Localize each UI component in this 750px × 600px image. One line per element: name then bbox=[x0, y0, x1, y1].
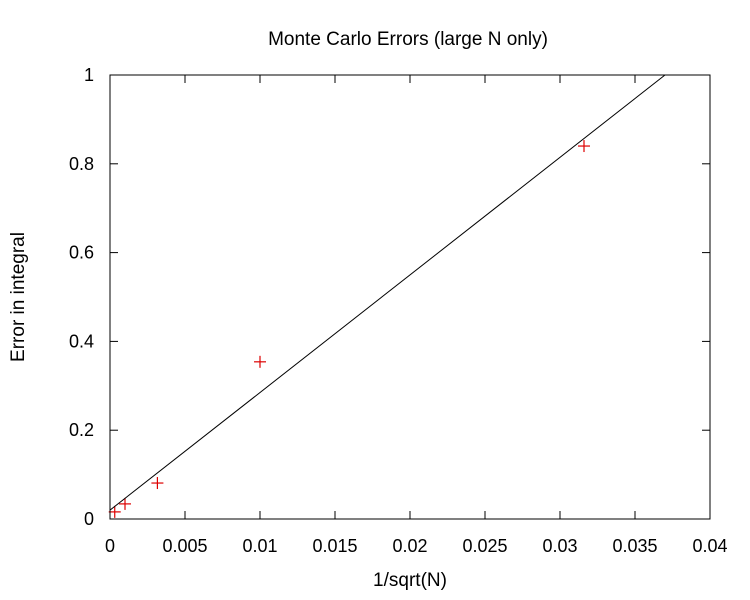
data-point bbox=[108, 505, 121, 518]
data-point bbox=[578, 140, 590, 153]
data-point bbox=[119, 497, 131, 510]
y-tick-label: 0 bbox=[84, 509, 94, 529]
x-tick-label: 0.03 bbox=[542, 536, 577, 556]
chart-title: Monte Carlo Errors (large N only) bbox=[268, 29, 548, 50]
y-tick-label: 0.4 bbox=[69, 331, 94, 351]
data-point bbox=[151, 477, 164, 490]
x-tick-label: 0.015 bbox=[312, 536, 357, 556]
y-tick-label: 1 bbox=[84, 65, 94, 85]
y-tick-label: 0.2 bbox=[69, 420, 94, 440]
data-point bbox=[254, 355, 266, 368]
x-axis-label: 1/sqrt(N) bbox=[373, 570, 447, 591]
y-tick-label: 0.8 bbox=[69, 154, 94, 174]
ticks: 0 0.005 0.01 0.015 0.02 0.025 0.03 0.035 0.04 0 0.… bbox=[69, 65, 728, 556]
y-axis-label: Error in integral bbox=[8, 232, 29, 362]
x-tick-label: 0.025 bbox=[462, 536, 507, 556]
fit-line bbox=[109, 74, 666, 511]
x-tick-label: 0 bbox=[105, 536, 115, 556]
x-tick-label: 0.02 bbox=[392, 536, 427, 556]
plot-frame bbox=[109, 74, 711, 520]
x-tick-label: 0.035 bbox=[612, 536, 657, 556]
plot-area bbox=[108, 74, 666, 518]
x-tick-label: 0.04 bbox=[692, 536, 727, 556]
y-tick-label: 0.6 bbox=[69, 243, 94, 263]
x-tick-label: 0.005 bbox=[162, 536, 207, 556]
x-tick-label: 0.01 bbox=[242, 536, 277, 556]
